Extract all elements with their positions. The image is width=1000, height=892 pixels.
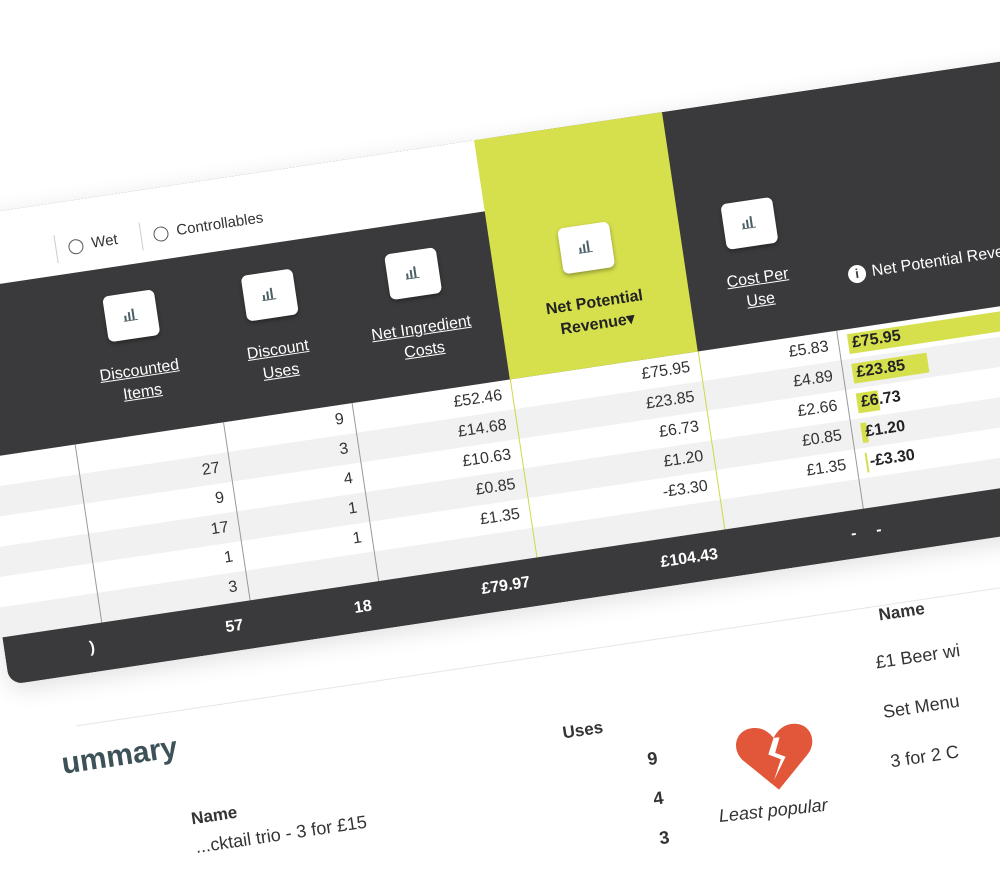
tilted-report-scene: Wet Controllables Discounted Items [0, 45, 1000, 892]
summary-uses-value: 4 [651, 787, 665, 809]
summary-name-header: Name [189, 802, 239, 829]
column-discount-uses[interactable]: Discount Uses [187, 164, 351, 423]
bar-chart-icon [262, 287, 277, 302]
chart-button[interactable] [240, 268, 299, 322]
column-discounted-items[interactable]: Discounted Items [39, 183, 223, 445]
summary-uses-header: Uses [561, 717, 605, 743]
column-label[interactable]: Discounted Items [98, 356, 181, 404]
column-net-potential-revenue-sorted[interactable]: Net Potential Revenue▾ [474, 112, 698, 380]
column-label[interactable]: Cost Per Use [725, 265, 790, 311]
least-popular-badge: Least popular [694, 712, 856, 847]
summary-uses-value: 9 [646, 747, 659, 770]
bar-chart-icon [742, 216, 757, 230]
bar-chart-icon [578, 240, 593, 254]
least-popular-item: 3 for 2 C [888, 741, 961, 772]
column-label[interactable]: Net Potential Revenue▾ [544, 287, 645, 339]
broken-heart-icon [736, 723, 813, 790]
least-popular-item: £1 Beer wi [874, 640, 962, 673]
bar-chart-icon [405, 266, 420, 280]
chart-button[interactable] [384, 247, 443, 301]
total-bar: - [874, 521, 883, 539]
least-popular-name-header: Name [877, 598, 926, 625]
bar-chart-icon [123, 308, 138, 322]
summary-title: ummary [59, 730, 180, 781]
chart-button[interactable] [102, 289, 161, 343]
bar-column-title: i Net Potential Revenue [846, 239, 1000, 285]
least-popular-item: Set Menu [881, 690, 961, 722]
chart-button[interactable] [557, 221, 616, 275]
column-label[interactable]: Discount Uses [245, 336, 310, 383]
info-icon[interactable]: i [846, 263, 868, 285]
column-net-potential-revenue-bar: i Net Potential Revenue [800, 46, 1000, 331]
summary-uses-value: 3 [657, 827, 671, 849]
chart-button[interactable] [720, 196, 779, 250]
column-label[interactable]: Net Ingredient Costs [370, 312, 473, 362]
least-popular-caption: Least popular [717, 794, 829, 827]
column-cost-per-use[interactable]: Cost Per Use [662, 91, 836, 351]
table-header-row: Wet Controllables Discounted Items [0, 45, 1000, 460]
column-net-ingredient-costs[interactable]: Net Ingredient Costs [316, 140, 510, 403]
report-table-card: Wet Controllables Discounted Items [0, 45, 1000, 685]
